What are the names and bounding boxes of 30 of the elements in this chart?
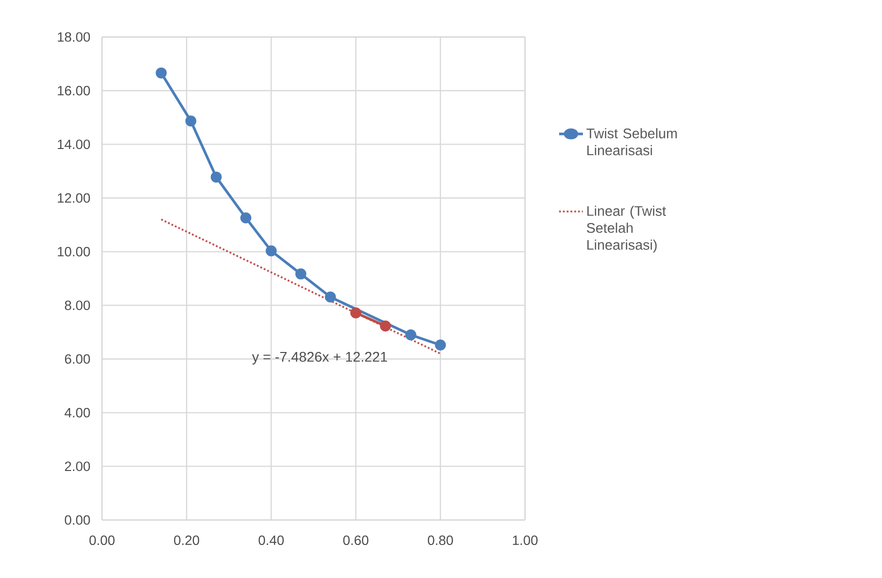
legend-label: Twist Sebelum Linearisasi	[586, 128, 677, 156]
point	[266, 245, 277, 256]
x-tick-label: 0.60	[343, 536, 368, 546]
annotation: y = -7.4826x + 12.221	[252, 352, 387, 364]
point	[380, 320, 391, 332]
point	[240, 212, 252, 224]
y-tick-label: 6.00	[64, 354, 90, 364]
y-tick-label: 16.00	[58, 86, 90, 96]
y-tick-label: 12.00	[58, 193, 90, 203]
point	[210, 172, 222, 183]
x-tick-label: 0.80	[428, 536, 453, 546]
y-tick-label: 2.00	[64, 462, 90, 472]
y-tick-label: 18.00	[58, 32, 90, 42]
legend-label: Linear (Twist Setelah Linearisasi)	[586, 206, 666, 253]
y-tick-label: 0.00	[64, 515, 90, 525]
y-tick-label: 14.00	[58, 140, 90, 150]
y-tick-label: 10.00	[58, 246, 90, 256]
point	[156, 67, 167, 78]
x-tick-label: 0.40	[258, 536, 284, 546]
point	[434, 340, 446, 351]
point	[185, 115, 196, 126]
point	[405, 329, 416, 340]
x-tick-label: 1.00	[512, 536, 538, 546]
x-tick-label: 0.00	[89, 536, 115, 546]
y-tick-label: 8.00	[64, 300, 90, 310]
point	[295, 268, 306, 280]
point	[324, 292, 336, 303]
x-tick-label: 0.20	[174, 536, 200, 546]
point	[350, 307, 362, 318]
y-tick-label: 4.00	[64, 408, 90, 418]
